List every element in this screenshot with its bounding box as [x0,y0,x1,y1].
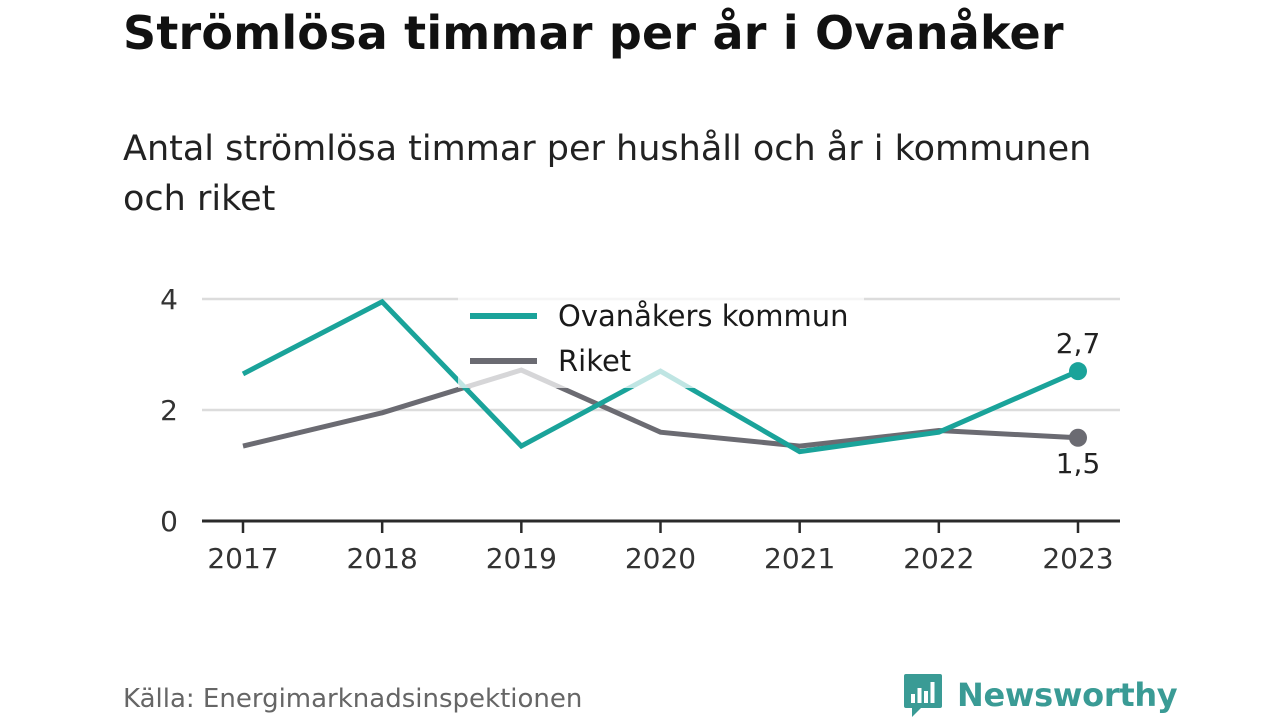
chart-title: Strömlösa timmar per år i Ovanåker [123,6,1064,60]
y-tick-label: 2 [160,394,178,427]
end-marker [1069,428,1087,447]
chart-subtitle: Antal strömlösa timmar per hushåll och å… [123,129,1092,219]
brand-logo[interactable]: Newsworthy [903,672,1178,718]
legend-label: Ovanåkers kommun [558,299,849,333]
y-tick-label: 4 [160,283,178,316]
legend-background [458,296,864,388]
end-value-label: 2,7 [1056,327,1101,360]
y-tick-label: 0 [160,505,178,538]
x-tick-label: 2018 [347,542,418,575]
x-tick-label: 2020 [625,542,696,575]
x-tick-label: 2019 [486,542,557,575]
x-tick-label: 2021 [764,542,835,575]
x-tick-label: 2022 [903,542,974,575]
end-value-label: 1,5 [1056,447,1101,480]
legend-label: Riket [558,344,631,378]
brand-name: Newsworthy [957,676,1178,714]
x-tick-label: 2017 [207,542,278,575]
x-tick-label: 2023 [1042,542,1113,575]
source-note: Källa: Energimarknadsinspektionen [123,684,583,714]
newsworthy-logo-icon [904,674,942,717]
end-marker [1069,362,1087,381]
